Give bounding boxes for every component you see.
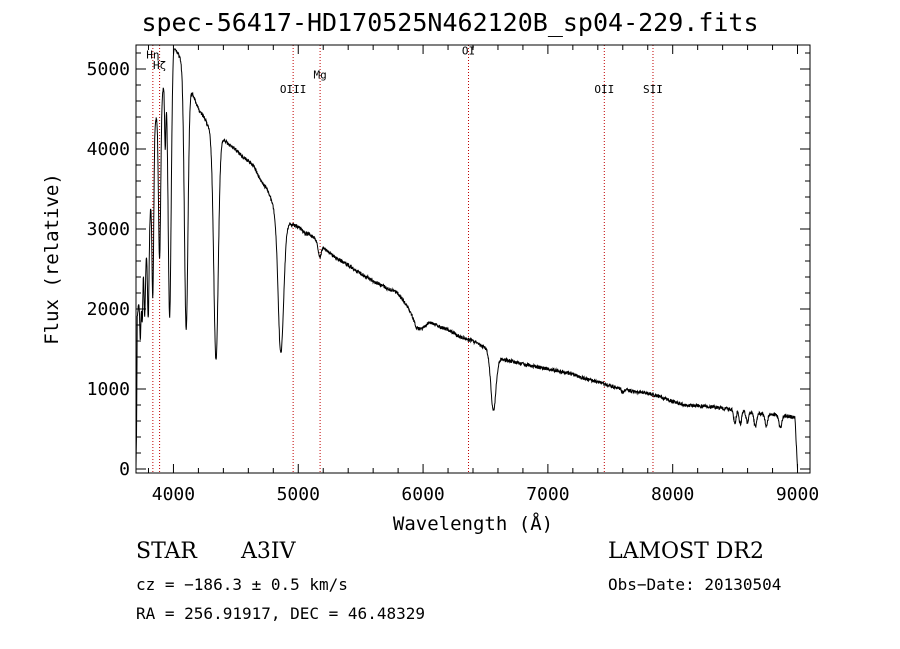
x-axis-label: Wavelength (Å) bbox=[393, 512, 553, 535]
object-class: STAR bbox=[136, 539, 197, 564]
x-tick-label: 7000 bbox=[526, 484, 569, 505]
redshift-value: cz = −186.3 ± 0.5 km/s bbox=[136, 575, 348, 594]
spectral-line-label: Hη bbox=[146, 49, 159, 62]
spectrum-series-line bbox=[135, 48, 798, 470]
x-tick-label: 6000 bbox=[401, 484, 444, 505]
y-axis-label: Flux (relative) bbox=[41, 173, 63, 345]
y-tick-label: 1000 bbox=[87, 379, 130, 400]
y-tick-label: 4000 bbox=[87, 139, 130, 160]
y-tick-label: 2000 bbox=[87, 299, 130, 320]
spectral-line-label: OIII bbox=[280, 83, 307, 96]
y-tick-label: 3000 bbox=[87, 219, 130, 240]
x-tick-label: 9000 bbox=[776, 484, 819, 505]
x-tick-label: 4000 bbox=[152, 484, 195, 505]
spectral-line-label: SII bbox=[643, 83, 663, 96]
survey-name: LAMOST DR2 bbox=[608, 539, 764, 564]
chart-title: spec-56417-HD170525N462120B_sp04-229.fit… bbox=[141, 8, 759, 37]
y-tick-label: 0 bbox=[119, 459, 130, 480]
object-subclass: A3IV bbox=[241, 539, 296, 564]
x-tick-label: 8000 bbox=[651, 484, 694, 505]
spectral-line-label: OII bbox=[594, 83, 614, 96]
y-tick-label: 5000 bbox=[87, 59, 130, 80]
x-tick-label: 5000 bbox=[277, 484, 320, 505]
spectral-line-label: OI bbox=[462, 45, 475, 58]
coordinates: RA = 256.91917, DEC = 46.48329 bbox=[136, 604, 425, 623]
spectral-line-label: Hζ bbox=[153, 59, 166, 72]
plot-frame bbox=[135, 44, 811, 474]
spectral-line-label: Mg bbox=[313, 69, 326, 82]
observation-date: Obs−Date: 20130504 bbox=[608, 575, 782, 594]
